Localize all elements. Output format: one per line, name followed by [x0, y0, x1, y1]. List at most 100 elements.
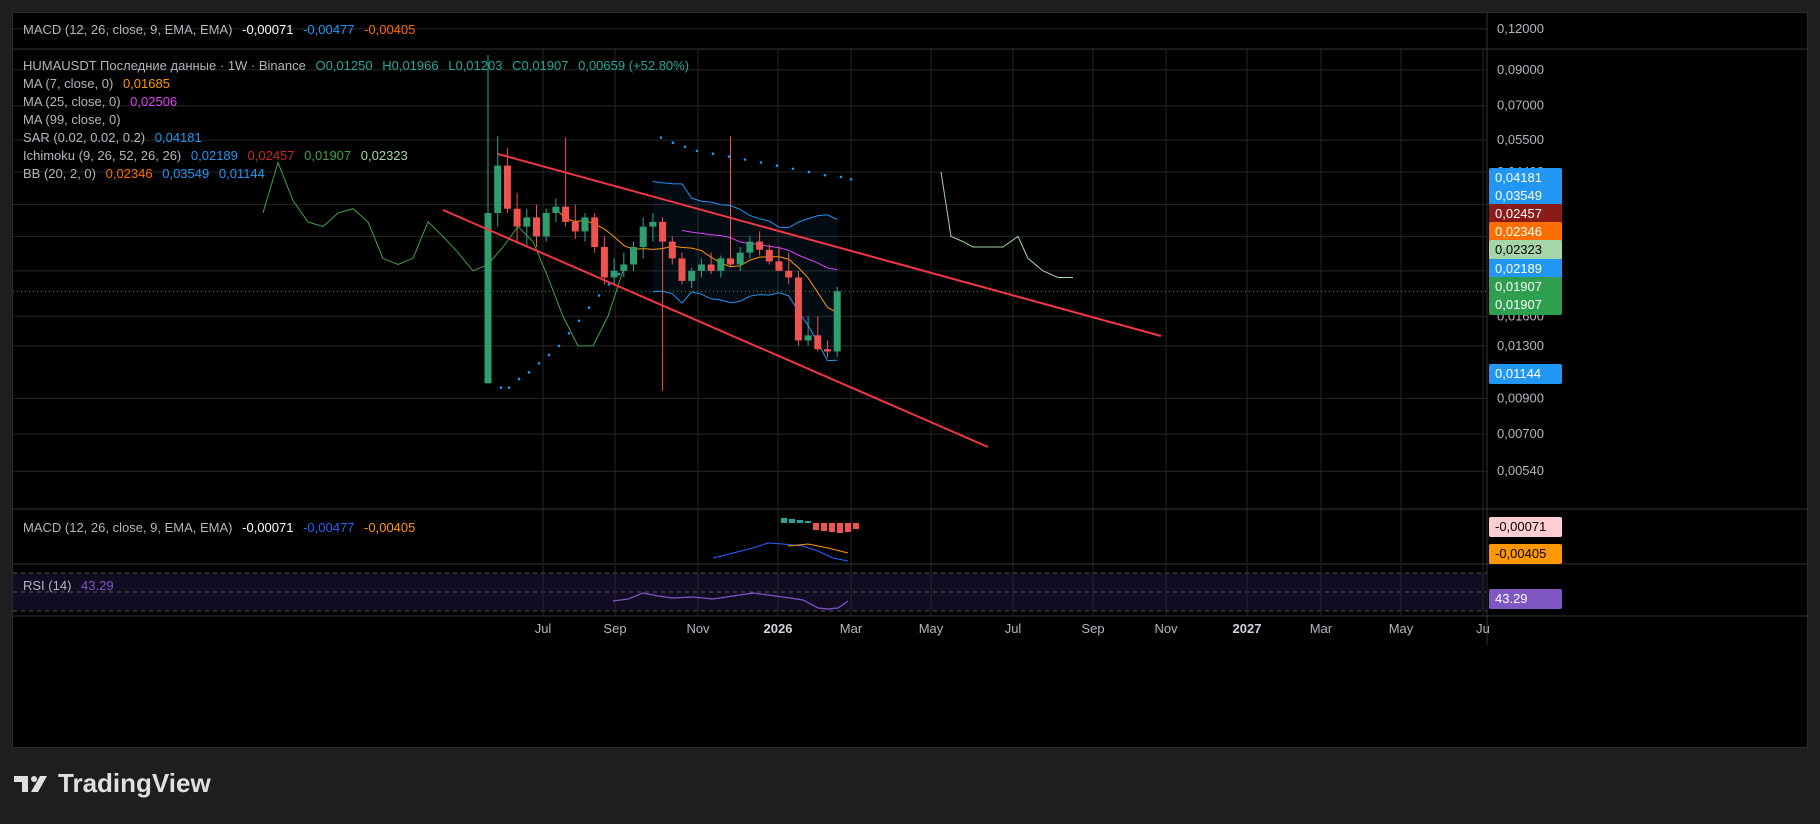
indicator-label: MA (99, close, 0) — [23, 112, 121, 127]
indicator-bb[interactable]: BB (20, 2, 0) 0,02346 0,03549 0,01144 — [23, 166, 271, 181]
indicator-ma7[interactable]: MA (7, close, 0) 0,01685 — [23, 76, 176, 91]
time-tick-label: Sep — [1081, 621, 1104, 636]
top-macd-legend[interactable]: MACD (12, 26, close, 9, EMA, EMA) -0,000… — [23, 22, 421, 37]
indicator-ichimoku[interactable]: Ichimoku (9, 26, 52, 26, 26) 0,02189 0,0… — [23, 148, 414, 163]
ohlc-open: O0,01250 — [315, 58, 373, 73]
candle-body — [494, 165, 502, 213]
macd-value-badge: -0,00071 — [1489, 517, 1562, 537]
ichimoku-lagging-span — [262, 161, 624, 347]
price-tick-label: 0,01300 — [1497, 338, 1544, 353]
price-badge: 0,02323 — [1489, 240, 1562, 260]
candle-body — [562, 206, 570, 222]
candle-body — [533, 217, 540, 237]
bollinger-lower-line — [652, 290, 838, 362]
macd-histogram-bar — [821, 523, 827, 531]
indicator-value: 0,02457 — [247, 148, 295, 163]
candle-body — [513, 208, 521, 227]
time-tick-label: 2026 — [764, 621, 793, 636]
symbol-legend[interactable]: HUMAUSDT Последние данные · 1W · Binance… — [23, 58, 695, 73]
indicator-label: MA (25, close, 0) — [23, 94, 121, 109]
time-tick-label: Jul — [535, 621, 552, 636]
sar-dot — [537, 362, 541, 365]
indicator-label: MA (7, close, 0) — [23, 76, 114, 91]
tradingview-logo-icon — [14, 775, 47, 792]
time-tick-label: Mar — [840, 621, 863, 636]
indicator-label: BB (20, 2, 0) — [23, 166, 96, 181]
sar-dot — [683, 145, 687, 149]
ohlc-close: C0,01907 — [512, 58, 569, 73]
macd-signal-line — [787, 543, 849, 554]
time-tick-label: Sep — [603, 621, 626, 636]
sar-dot — [499, 386, 503, 389]
candle-body — [503, 165, 511, 209]
candle-body — [765, 249, 773, 262]
indicator-sar[interactable]: SAR (0.02, 0.02, 0.2) 0,04181 — [23, 130, 208, 145]
tradingview-logo[interactable]: TradingView — [14, 768, 211, 799]
sar-dot — [607, 283, 611, 286]
candle-body — [804, 335, 812, 341]
time-tick-label: Jul — [1005, 621, 1022, 636]
indicator-label: Ichimoku (9, 26, 52, 26, 26) — [23, 148, 182, 163]
macd-signal-badge: -0,00405 — [1489, 544, 1562, 564]
lower-macd-label: MACD (12, 26, close, 9, EMA, EMA) — [23, 520, 233, 535]
lower-macd-value-3: -0,00405 — [364, 520, 416, 535]
sar-dot — [807, 170, 811, 174]
rsi-value-badge: 43.29 — [1489, 589, 1562, 609]
candle-body — [639, 226, 647, 247]
time-tick-label: Ju — [1476, 621, 1490, 636]
price-tick-label: 0,12000 — [1497, 21, 1544, 36]
sar-dot — [759, 161, 763, 164]
sar-dot — [659, 136, 663, 139]
price-badge: 0,02457 — [1489, 204, 1562, 224]
price-tick-label: 0,00900 — [1497, 390, 1544, 405]
indicator-value: 0,03549 — [162, 166, 210, 181]
indicator-value: 0,02189 — [190, 148, 238, 163]
sar-dot — [557, 344, 561, 348]
chart-canvas[interactable]: 0,120000,090000,070000,055000,044000,035… — [13, 13, 1809, 749]
macd-histogram-bar — [781, 518, 787, 523]
indicator-ma99[interactable]: MA (99, close, 0) — [23, 112, 127, 127]
candle-body — [542, 212, 550, 237]
price-badge: 0,04181 — [1489, 168, 1562, 188]
time-tick-label: May — [919, 621, 944, 636]
sar-dot — [617, 272, 621, 276]
candle-body — [630, 246, 637, 265]
indicator-ma25[interactable]: MA (25, close, 0) 0,02506 — [23, 94, 183, 109]
rsi-legend[interactable]: RSI (14) 43.29 — [23, 578, 120, 593]
sar-dot — [587, 306, 591, 309]
rsi-label: RSI (14) — [23, 578, 72, 593]
indicator-value: 0,02346 — [105, 166, 153, 181]
candle-body — [736, 252, 744, 265]
ichimoku-leading-span — [940, 171, 1073, 278]
candle-body — [688, 270, 696, 281]
candle-body — [600, 246, 608, 278]
time-tick-label: Mar — [1310, 621, 1333, 636]
chart-frame[interactable]: 0,120000,090000,070000,055000,044000,035… — [12, 12, 1809, 749]
candle-body — [814, 335, 822, 350]
candle-body — [581, 217, 589, 232]
indicator-value: 0,01685 — [122, 76, 170, 91]
top-macd-value-2: -0,00477 — [303, 22, 355, 37]
sar-dot — [527, 371, 531, 374]
price-tick-label: 0,07000 — [1497, 98, 1544, 113]
sar-dot — [507, 386, 511, 389]
sar-dot — [577, 319, 581, 323]
price-tick-label: 0,09000 — [1497, 62, 1544, 77]
ohlc-high: H0,01966 — [382, 58, 439, 73]
candle-body — [833, 291, 841, 352]
candle-body — [717, 258, 725, 271]
indicator-value: 0,02506 — [130, 94, 178, 109]
sar-dot — [839, 175, 843, 179]
price-badge: 0,03549 — [1489, 186, 1562, 206]
candle-body — [523, 217, 531, 227]
time-tick-label: May — [1389, 621, 1414, 636]
tradingview-logo-text: TradingView — [58, 768, 211, 798]
candle-body — [746, 241, 754, 253]
sar-dot — [849, 177, 853, 181]
candle-body — [668, 241, 676, 259]
candle-body — [785, 270, 793, 278]
lower-macd-legend[interactable]: MACD (12, 26, close, 9, EMA, EMA) -0,000… — [23, 520, 421, 535]
rsi-line — [612, 592, 849, 610]
candle-body — [552, 206, 560, 213]
candle-body — [697, 264, 705, 271]
